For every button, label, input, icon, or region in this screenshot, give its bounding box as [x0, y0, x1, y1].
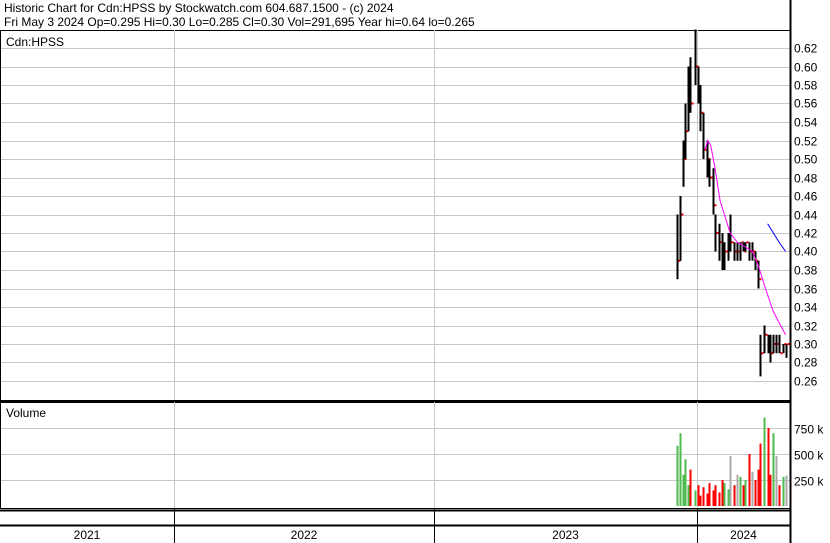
volume-bar	[767, 428, 770, 506]
close-tick	[714, 204, 717, 207]
close-tick	[710, 176, 713, 179]
price-tick-label: 0.52	[794, 135, 818, 149]
volume-tick-label: 500 k	[794, 449, 824, 463]
volume-bar	[721, 480, 724, 506]
volume-bar	[736, 474, 739, 506]
volume-bar	[759, 443, 762, 506]
symbol-label: Cdn:HPSS	[6, 35, 64, 49]
volume-bar	[754, 480, 757, 506]
volume-bar	[697, 485, 700, 506]
volume-bar	[699, 495, 702, 506]
volume-bar	[689, 469, 692, 506]
year-label: 2021	[74, 528, 101, 542]
close-tick	[780, 352, 783, 355]
volume-bar	[785, 475, 788, 506]
close-tick	[731, 241, 734, 244]
volume-bar	[679, 433, 682, 506]
volume-bar	[723, 483, 726, 506]
volume-bar	[778, 485, 781, 506]
close-tick	[787, 343, 790, 345]
close-tick	[765, 333, 768, 336]
volume-bar	[687, 485, 690, 506]
price-tick-label: 0.62	[794, 42, 818, 56]
volume-bar	[708, 483, 711, 506]
volume-bar	[775, 456, 778, 506]
volume-bar	[684, 459, 687, 506]
volume-bar	[714, 485, 717, 506]
year-label: 2022	[291, 528, 318, 542]
year-label: 2024	[730, 528, 757, 542]
price-tick-label: 0.36	[794, 283, 818, 297]
price-tick-label: 0.48	[794, 172, 818, 186]
volume-bar	[744, 480, 747, 506]
volume-bar	[712, 490, 715, 506]
volume-bar	[739, 476, 742, 506]
volume-bar	[763, 417, 766, 506]
price-tick-label: 0.46	[794, 190, 818, 204]
price-tick-label: 0.42	[794, 227, 818, 241]
volume-bar	[733, 485, 736, 506]
volume-bar	[729, 456, 732, 506]
volume-tick-label: 250 k	[794, 475, 824, 489]
volume-bar	[769, 474, 772, 506]
volume-bar	[702, 487, 705, 506]
price-tick-label: 0.50	[794, 153, 818, 167]
volume-bar	[718, 492, 721, 506]
volume-bar	[682, 474, 685, 506]
close-tick	[716, 232, 719, 234]
close-tick	[704, 148, 707, 151]
price-tick-label: 0.56	[794, 97, 818, 111]
volume-bar	[748, 454, 751, 506]
close-tick	[691, 102, 694, 105]
moving-average-long-line	[767, 223, 787, 252]
price-tick-label: 0.44	[794, 209, 818, 223]
volume-bar	[742, 485, 745, 506]
price-tick-label: 0.54	[794, 116, 818, 130]
price-tick-label: 0.40	[794, 245, 818, 259]
volume-panel-frame	[0, 402, 791, 509]
price-tick-label: 0.26	[794, 375, 818, 389]
price-tick-label: 0.32	[794, 320, 818, 334]
moving-average-short-line	[704, 139, 787, 335]
price-tick-label: 0.58	[794, 79, 818, 93]
volume-tick-label: 750 k	[794, 423, 824, 437]
price-tick-label: 0.30	[794, 338, 818, 352]
year-label: 2023	[552, 528, 579, 542]
close-tick	[681, 213, 684, 216]
price-tick-label: 0.60	[794, 61, 818, 75]
volume-bar	[757, 469, 760, 506]
volume-bar	[772, 433, 775, 506]
close-tick	[725, 250, 728, 253]
close-tick	[746, 241, 749, 244]
volume-bar	[782, 476, 785, 506]
price-tick-label: 0.28	[794, 356, 818, 370]
volume-bar	[751, 471, 754, 506]
volume-bar	[727, 489, 730, 506]
volume-bar	[676, 445, 679, 506]
price-tick-label: 0.34	[794, 301, 818, 315]
volume-bar	[694, 490, 697, 506]
close-tick	[759, 278, 762, 281]
quote-summary: Fri May 3 2024 Op=0.295 Hi=0.30 Lo=0.285…	[4, 15, 475, 29]
chart-title: Historic Chart for Cdn:HPSS by Stockwatc…	[4, 1, 394, 15]
volume-bar	[706, 493, 709, 506]
price-tick-label: 0.38	[794, 264, 818, 278]
close-tick	[761, 352, 764, 355]
volume-label: Volume	[6, 406, 46, 420]
